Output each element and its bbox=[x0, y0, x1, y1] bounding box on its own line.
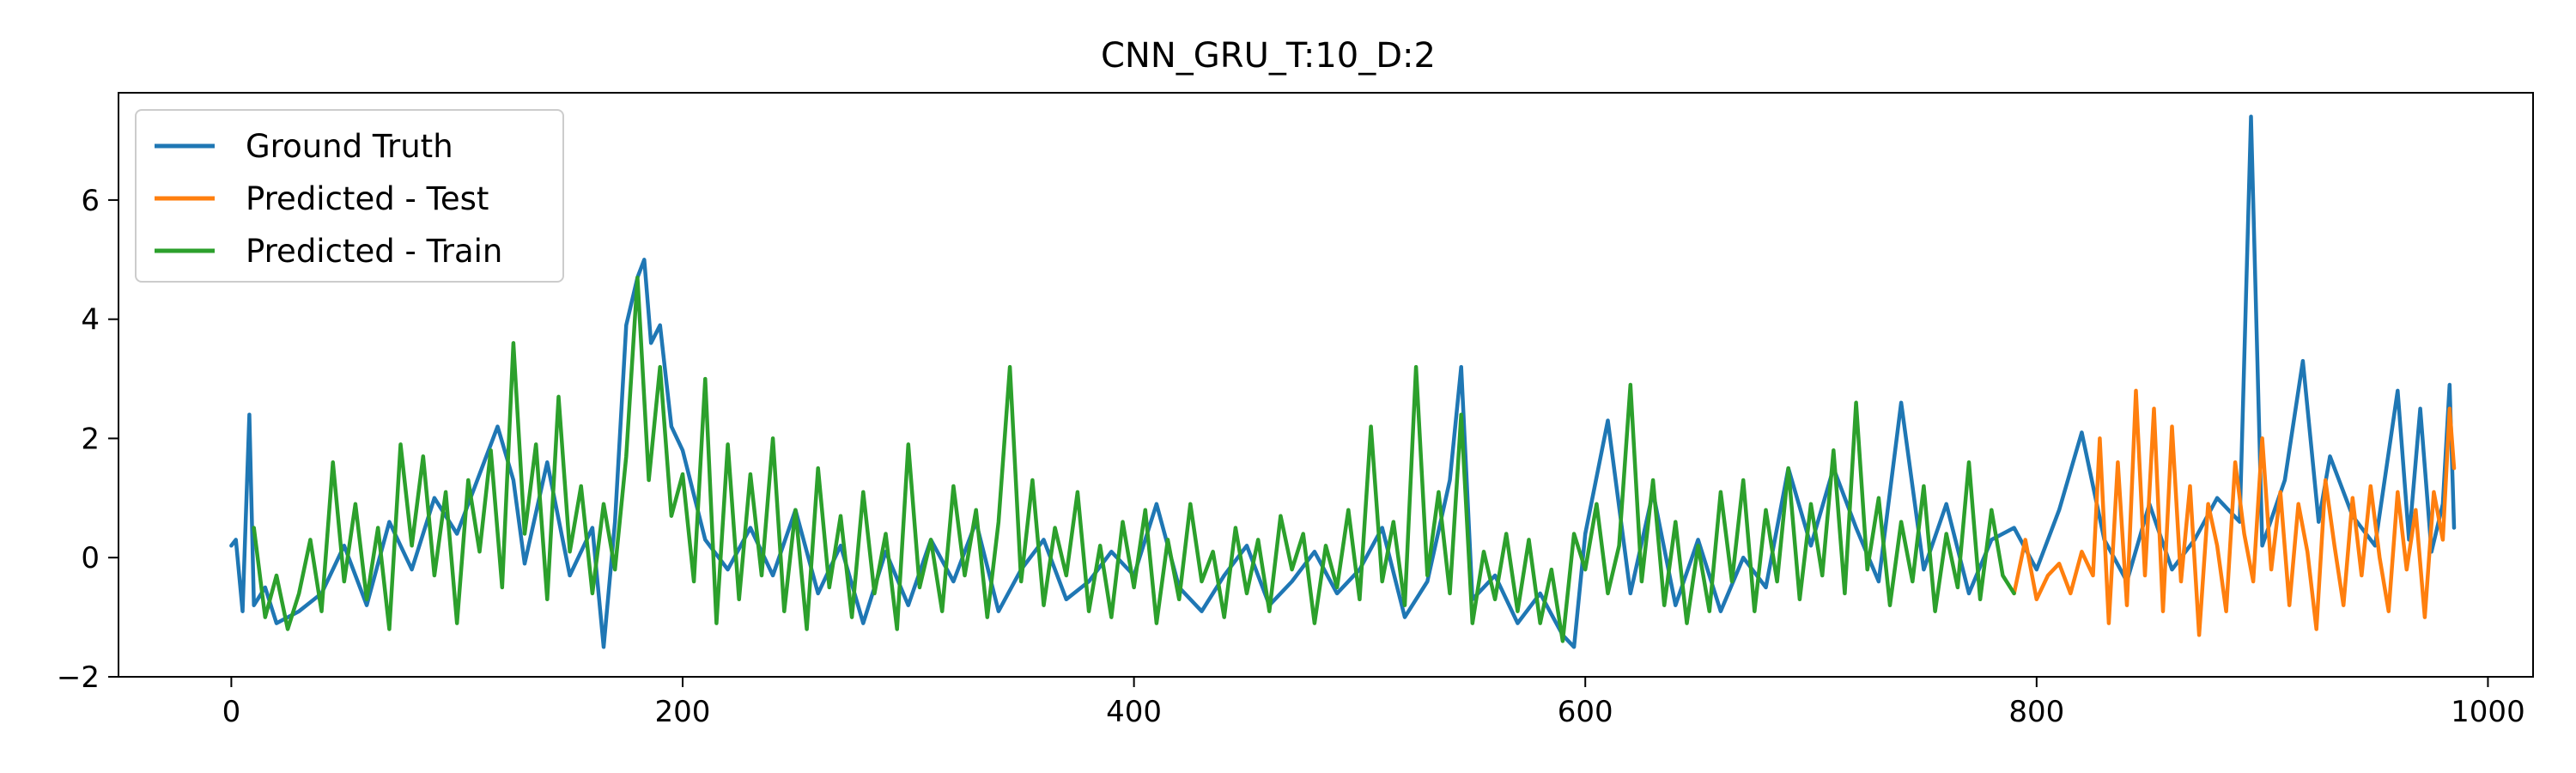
plot-area bbox=[229, 114, 2457, 649]
plot-frame bbox=[118, 92, 2534, 678]
x-tick-label: 200 bbox=[655, 695, 711, 729]
legend-label: Predicted - Test bbox=[246, 180, 489, 217]
series-line-1 bbox=[2012, 388, 2457, 637]
series-line-0 bbox=[229, 114, 2457, 649]
series-line-2 bbox=[252, 275, 2016, 643]
y-tick-label: 0 bbox=[81, 541, 100, 575]
x-tick-label: 0 bbox=[222, 695, 241, 729]
x-tick-label: 800 bbox=[2008, 695, 2064, 729]
legend-label: Predicted - Train bbox=[246, 233, 502, 270]
legend: Ground Truth Predicted - Test Predicted - … bbox=[135, 109, 564, 283]
y-tick-label: 4 bbox=[81, 303, 100, 338]
x-tick-label: 1000 bbox=[2451, 695, 2525, 729]
axes: 0 200 400 600 800 1000 −2 0 2 4 6 bbox=[57, 92, 2534, 729]
x-tick-label: 400 bbox=[1106, 695, 1162, 729]
legend-label: Ground Truth bbox=[246, 128, 453, 165]
chart-title: CNN_GRU_T:10_D:2 bbox=[1101, 36, 1436, 76]
y-tick-label: 2 bbox=[81, 422, 100, 456]
x-tick-label: 600 bbox=[1558, 695, 1613, 729]
y-tick-label: 6 bbox=[81, 184, 100, 218]
legend-box bbox=[135, 109, 564, 283]
y-tick-label: −2 bbox=[57, 660, 100, 695]
